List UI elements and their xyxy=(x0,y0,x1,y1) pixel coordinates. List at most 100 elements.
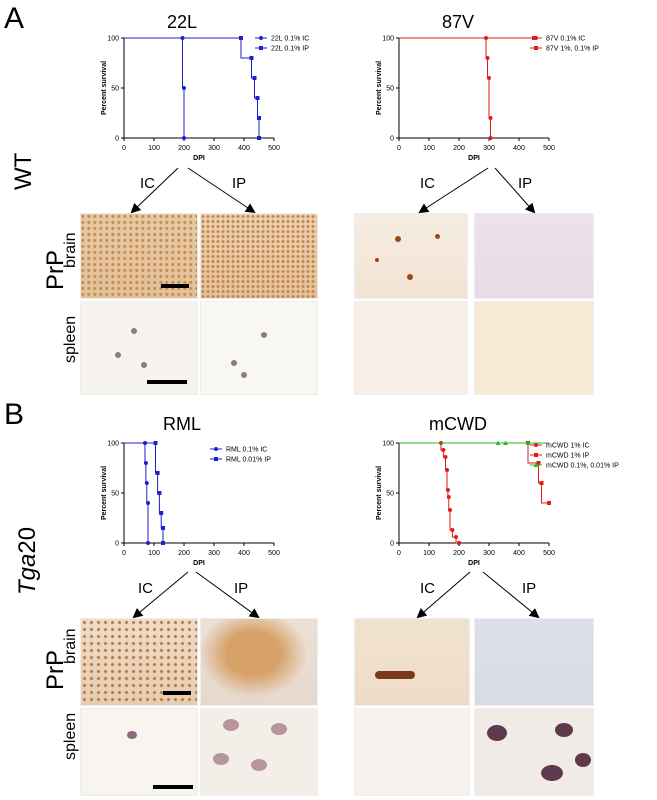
x-tick-label: 0 xyxy=(122,145,126,152)
x-tick-label: 200 xyxy=(453,145,465,152)
survival-chart-87v: 0 100 200 300 400 500 0 50 100 DPI Percent surviva… xyxy=(376,36,599,163)
data-point xyxy=(445,468,449,472)
data-point xyxy=(146,501,150,505)
route-ic-mcwd: IC xyxy=(420,580,435,597)
data-point xyxy=(153,441,158,445)
data-point xyxy=(161,541,165,545)
data-point xyxy=(443,455,448,459)
survival-chart-rml: 0 100 200 300 400 500 0 50 100 DPI Percent surviva… xyxy=(101,441,280,568)
y-tick-label: 0 xyxy=(390,136,394,143)
data-point xyxy=(503,440,508,445)
data-point xyxy=(547,501,551,505)
arrow-ip-87v xyxy=(494,167,536,214)
panel-letter-a: A xyxy=(4,2,25,35)
data-point xyxy=(161,526,165,530)
x-tick-label: 200 xyxy=(453,550,465,557)
x-tick-label: 0 xyxy=(397,550,401,557)
legend-label: RML 0.01% IP xyxy=(226,457,271,464)
legend-label: mCWD 1% IP xyxy=(546,453,590,460)
chart-title-rml: RML xyxy=(162,414,201,434)
legend-marker xyxy=(259,36,263,40)
histology-22l-ip-spleen xyxy=(200,301,318,395)
histology-mcwd-ic-spleen xyxy=(354,708,470,796)
chart-title-22l: 22L xyxy=(166,12,198,32)
y-tick-label: 0 xyxy=(390,541,394,548)
data-point xyxy=(454,535,458,539)
data-point xyxy=(488,136,493,140)
data-point xyxy=(536,461,541,465)
y-axis-label: Percent survival xyxy=(376,61,383,115)
scale-bar xyxy=(161,284,189,288)
histology-rml-ic-brain xyxy=(80,618,198,706)
arrow-ic-mcwd xyxy=(416,571,471,619)
x-tick-label: 100 xyxy=(423,145,435,152)
legend-label: 22L 0.1% IP xyxy=(271,46,309,53)
panel-letter-b: B xyxy=(4,398,25,431)
x-tick-label: 500 xyxy=(268,145,280,152)
data-point xyxy=(539,481,544,485)
x-tick-label: 100 xyxy=(148,550,160,557)
data-point xyxy=(249,56,254,60)
y-tick-label: 100 xyxy=(107,441,119,448)
y-tick-label: 50 xyxy=(386,86,394,93)
data-point xyxy=(239,36,243,40)
data-point xyxy=(445,488,450,492)
x-tick-label: 400 xyxy=(238,145,250,152)
y-tick-label: 0 xyxy=(115,136,119,143)
histology-rml-ip-brain xyxy=(200,618,318,706)
legend-marker xyxy=(214,447,218,451)
data-point xyxy=(485,56,490,60)
x-tick-label: 100 xyxy=(148,145,160,152)
survival-chart-mcwd: 0 100 200 300 400 500 0 50 100 DPI Percent surviva… xyxy=(376,440,619,567)
route-ic-87v: IC xyxy=(420,175,435,192)
route-ip-rml: IP xyxy=(234,580,249,597)
scale-bar xyxy=(153,785,193,789)
data-point xyxy=(257,136,261,140)
arrow-ip-mcwd xyxy=(482,571,540,619)
arrow-ip-22l xyxy=(187,167,256,214)
histology-mcwd-ic-brain xyxy=(354,618,470,706)
x-axis-label: DPI xyxy=(468,155,480,162)
data-point xyxy=(159,511,164,515)
legend-marker xyxy=(214,457,218,461)
route-ip-87v: IP xyxy=(518,175,533,192)
data-point xyxy=(532,36,536,40)
survival-chart-22l: 0 100 200 300 400 500 0 50 100 DPI Percent surviva… xyxy=(101,36,309,163)
data-point xyxy=(446,495,451,499)
y-axis-label: Percent survival xyxy=(376,466,383,520)
legend-label: 22L 0.1% IC xyxy=(271,36,309,43)
x-tick-label: 300 xyxy=(208,145,220,152)
legend-label: 87V 0.1% IC xyxy=(546,36,585,43)
x-tick-label: 400 xyxy=(513,550,525,557)
arrow-ip-rml xyxy=(195,571,260,619)
histology-mcwd-ip-brain xyxy=(474,618,594,706)
legend-marker xyxy=(533,462,539,467)
y-tick-label: 100 xyxy=(107,36,119,43)
route-ic-22l: IC xyxy=(140,175,155,192)
data-point xyxy=(146,541,150,545)
route-ip-mcwd: IP xyxy=(522,580,537,597)
histology-rml-ip-spleen xyxy=(200,708,318,796)
histology-22l-ic-brain xyxy=(80,213,198,299)
route-ic-rml: IC xyxy=(138,580,153,597)
y-tick-label: 50 xyxy=(386,491,394,498)
histology-mcwd-ip-spleen xyxy=(474,708,594,796)
y-tick-label: 50 xyxy=(111,86,119,93)
data-point xyxy=(182,86,186,90)
data-point xyxy=(144,481,149,485)
x-tick-label: 500 xyxy=(543,145,555,152)
scale-bar xyxy=(163,691,191,695)
data-point xyxy=(143,461,148,465)
y-tick-label: 100 xyxy=(382,36,394,43)
arrow-ic-rml xyxy=(132,571,189,619)
data-point xyxy=(182,136,186,140)
histology-22l-ip-brain xyxy=(200,213,318,299)
histology-87v-ip-brain xyxy=(474,213,594,299)
legend-label: mCWD 1% IC xyxy=(546,443,590,450)
data-point xyxy=(255,96,260,100)
data-point xyxy=(525,440,531,445)
data-point xyxy=(450,528,455,532)
arrow-ic-22l xyxy=(130,167,179,214)
data-point xyxy=(257,116,261,120)
x-axis-label: DPI xyxy=(193,560,205,567)
